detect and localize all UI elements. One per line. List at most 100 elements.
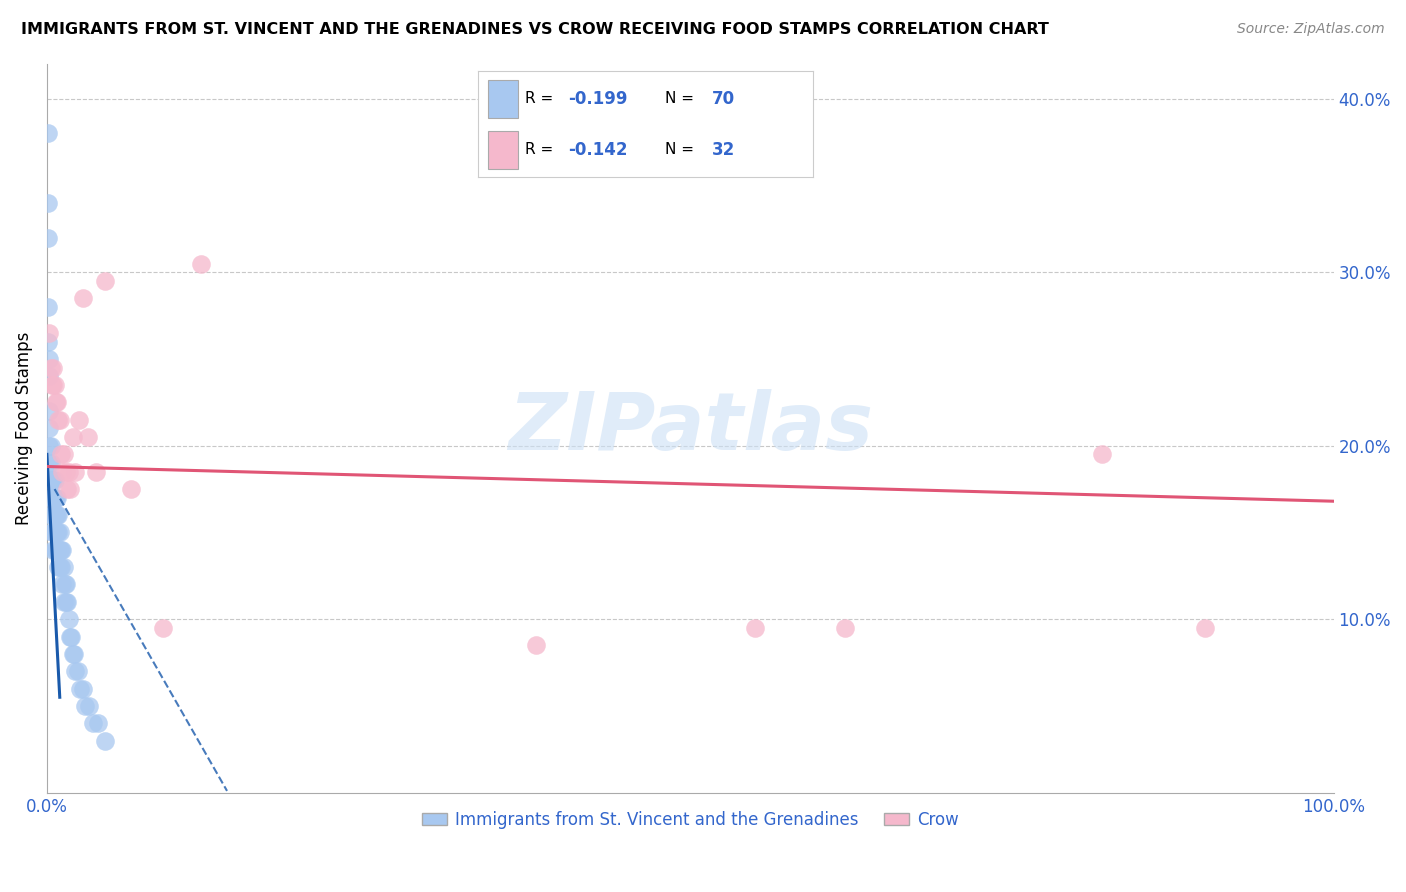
Point [37,195,59,210]
Point [56,595,79,609]
Point [45,395,67,409]
Point [60,630,83,644]
Point [45,525,67,540]
Point [152,621,174,635]
Point [37,230,59,244]
Point [52,595,75,609]
Point [190,256,212,270]
Point [52,560,75,574]
Legend: Immigrants from St. Vincent and the Grenadines, Crow: Immigrants from St. Vincent and the Gren… [415,804,966,835]
Point [38,351,60,366]
Point [45,491,67,505]
Point [55,595,77,609]
Point [66,664,89,678]
Point [63,664,86,678]
Point [51,542,73,557]
Point [41,491,63,505]
Point [49,447,72,461]
Point [84,465,107,479]
Point [49,560,72,574]
Point [42,378,65,392]
Point [1091,447,1114,461]
Point [42,525,65,540]
Point [46,395,69,409]
Point [41,508,63,522]
Point [59,630,82,644]
Point [59,482,82,496]
Point [44,525,66,540]
Point [44,508,66,522]
Point [39,508,62,522]
Point [51,577,73,591]
Point [49,525,72,540]
Point [56,482,79,496]
Point [38,369,60,384]
Point [49,560,72,574]
Point [45,508,67,522]
Point [67,412,90,426]
Point [77,430,100,444]
Text: Source: ZipAtlas.com: Source: ZipAtlas.com [1237,22,1385,37]
Point [37,300,59,314]
Point [38,326,60,340]
Point [37,334,59,349]
Point [39,491,62,505]
Point [49,542,72,557]
Point [41,378,63,392]
Point [49,542,72,557]
Point [58,612,80,626]
Point [63,647,86,661]
Point [41,474,63,488]
Point [42,542,65,557]
Point [44,474,66,488]
Point [46,542,69,557]
Point [41,491,63,505]
Y-axis label: Receiving Food Stamps: Receiving Food Stamps [15,332,32,525]
Point [41,525,63,540]
Point [46,525,69,540]
Point [53,577,76,591]
Point [94,733,117,747]
Point [42,491,65,505]
Point [94,274,117,288]
Point [55,577,77,591]
Point [38,421,60,435]
Point [48,508,70,522]
Point [69,681,91,696]
Point [38,456,60,470]
Point [51,465,73,479]
Point [834,621,856,635]
Point [48,412,70,426]
Point [37,127,59,141]
Point [52,447,75,461]
Point [72,291,94,305]
Point [39,360,62,375]
Point [44,491,66,505]
Point [55,465,77,479]
Point [62,430,84,444]
Point [120,482,142,496]
Point [39,439,62,453]
Point [46,491,69,505]
Point [42,474,65,488]
Point [39,474,62,488]
Point [48,560,70,574]
Point [48,525,70,540]
Point [41,474,63,488]
Point [46,508,69,522]
Point [38,404,60,418]
Point [49,412,72,426]
Point [42,508,65,522]
Point [1194,621,1216,635]
Text: ZIPatlas: ZIPatlas [508,389,873,467]
Point [42,360,65,375]
Point [87,716,110,731]
Text: IMMIGRANTS FROM ST. VINCENT AND THE GRENADINES VS CROW RECEIVING FOOD STAMPS COR: IMMIGRANTS FROM ST. VINCENT AND THE GREN… [21,22,1049,37]
Point [58,465,80,479]
Point [82,716,104,731]
Point [44,542,66,557]
Point [44,378,66,392]
Point [524,638,547,652]
Point [744,621,766,635]
Point [72,681,94,696]
